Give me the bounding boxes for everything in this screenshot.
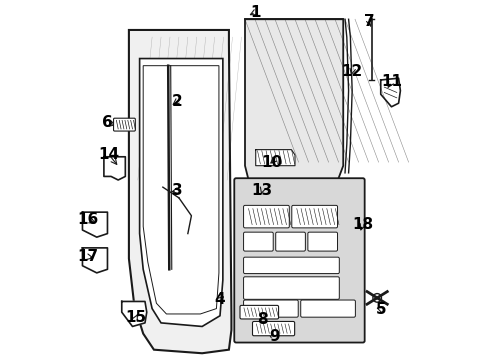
Text: 18: 18: [352, 217, 373, 232]
Text: 10: 10: [261, 155, 282, 170]
Text: 6: 6: [102, 115, 113, 130]
Polygon shape: [381, 78, 400, 107]
FancyBboxPatch shape: [276, 232, 305, 251]
Text: 13: 13: [251, 183, 273, 198]
FancyBboxPatch shape: [244, 277, 339, 299]
Text: 1: 1: [250, 5, 261, 19]
Polygon shape: [122, 301, 147, 327]
PathPatch shape: [129, 30, 231, 353]
Polygon shape: [256, 150, 295, 166]
Text: 14: 14: [98, 148, 120, 162]
Text: 9: 9: [270, 329, 280, 344]
Text: 11: 11: [381, 74, 402, 89]
FancyBboxPatch shape: [244, 300, 298, 317]
Text: 15: 15: [125, 310, 147, 325]
FancyBboxPatch shape: [244, 257, 339, 274]
Text: 2: 2: [172, 94, 182, 109]
Polygon shape: [104, 157, 125, 180]
Text: 17: 17: [77, 249, 98, 264]
FancyBboxPatch shape: [292, 205, 338, 228]
Text: 12: 12: [342, 64, 363, 78]
Polygon shape: [82, 248, 107, 273]
FancyBboxPatch shape: [240, 305, 279, 319]
FancyBboxPatch shape: [244, 232, 273, 251]
Text: 5: 5: [375, 302, 386, 317]
FancyBboxPatch shape: [114, 118, 135, 131]
FancyBboxPatch shape: [308, 232, 338, 251]
Text: 8: 8: [257, 312, 268, 327]
Text: 16: 16: [77, 212, 98, 227]
FancyBboxPatch shape: [244, 205, 289, 228]
Text: 3: 3: [172, 183, 182, 198]
Polygon shape: [82, 212, 107, 237]
Text: 7: 7: [364, 14, 375, 28]
FancyBboxPatch shape: [252, 321, 294, 336]
PathPatch shape: [245, 19, 343, 180]
Text: 4: 4: [215, 292, 225, 307]
FancyBboxPatch shape: [234, 178, 365, 342]
PathPatch shape: [140, 59, 223, 327]
FancyBboxPatch shape: [301, 300, 355, 317]
